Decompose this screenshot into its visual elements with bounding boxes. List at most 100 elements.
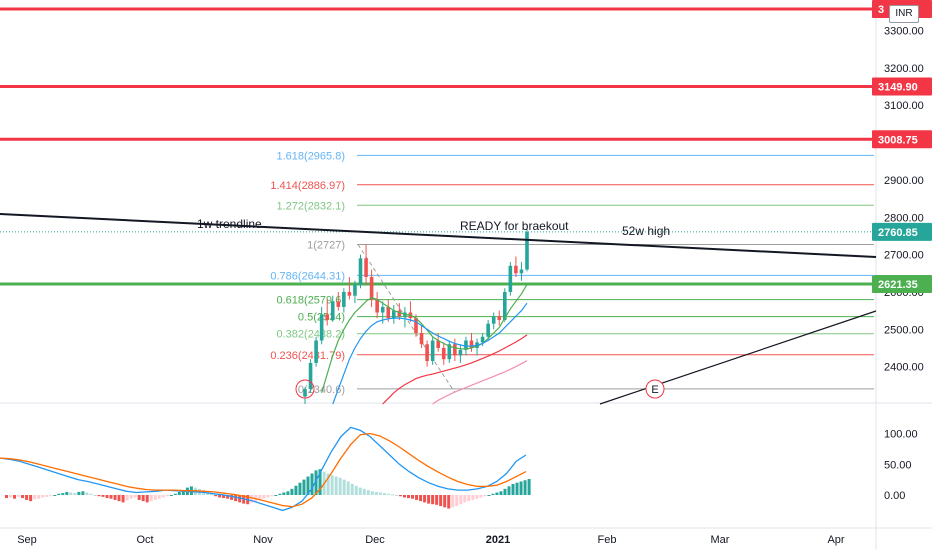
fib-level-label: 0.236(2431.79) [270,350,345,362]
macd-histogram-bar [402,495,406,498]
macd-histogram-bar [362,488,366,495]
currency-badge: INR [889,5,919,23]
candle-body [469,340,474,348]
price-tick-label: 3100.00 [884,100,924,112]
macd-histogram-bar [455,495,459,507]
last-price-tag [872,222,932,241]
macd-line [0,426,527,512]
macd-histogram-bar [443,495,447,508]
price-tick-label: 3200.00 [884,63,924,75]
candle-body [508,265,513,292]
macd-histogram-bar [435,495,439,505]
level-price-tag [872,130,932,149]
macd-histogram-bar [298,482,302,495]
macd-histogram-bar [459,495,463,505]
macd-histogram-bar [463,495,467,503]
macd-histogram-bar [97,495,101,497]
candle-body [342,291,346,307]
macd-histogram-bar [238,495,242,503]
macd-histogram-bar [141,495,145,502]
time-tick-label: Apr [827,534,844,546]
candle-body [519,269,524,274]
macd-histogram-bar [133,495,137,498]
macd-histogram-bar [342,479,346,495]
macd-histogram-bar [503,488,507,495]
macd-histogram-bar [77,491,81,495]
macd-histogram-bar [153,495,157,500]
rising-trendline [599,310,877,405]
macd-histogram-bar [274,495,278,496]
candle-body [325,314,329,320]
level-price-tag [872,274,932,293]
macd-histogram-bar [354,485,358,495]
candle-body [503,291,507,320]
macd-histogram-bar [117,495,121,502]
high-annotation: 52w high [622,224,670,238]
price-tick-label: 2400.00 [884,362,924,374]
moving-average-slow [382,334,528,405]
price-tick-label: 2800.00 [884,212,924,224]
macd-histogram-bar [218,495,222,498]
macd-histogram-bar [65,491,69,495]
macd-histogram-bar [81,491,85,495]
candle-body [480,336,485,343]
candle-body [358,258,363,285]
macd-histogram-bar [374,491,378,495]
macd-histogram-bar [109,495,113,499]
candle-body [464,340,468,350]
macd-histogram-bar [5,495,8,499]
macd-histogram-bar [121,495,125,503]
macd-histogram-bar [358,487,362,495]
macd-histogram-bar [73,493,77,495]
macd-histogram-bar [286,491,290,495]
candle-body [491,316,496,324]
macd-histogram-bar [129,495,133,499]
macd-histogram-bar [314,470,318,495]
macd-histogram-bar [149,495,153,502]
macd-histogram-bar [290,488,294,495]
candle-body [392,310,396,319]
fib-level-label: 1.618(2965.8) [277,150,346,162]
level-price-tag-label: 3149.90 [878,82,918,94]
macd-histogram-bar [370,491,374,495]
macd-histogram-bar [173,493,177,495]
signal-line [0,432,527,508]
price-tick-label: 2900.00 [884,175,924,187]
macd-histogram-bar [125,495,129,501]
macd-histogram-bar [226,495,230,499]
level-price-tag-label: 2621.35 [878,279,918,291]
fib-level-label: 0.618(2579.6) [277,295,346,307]
macd-histogram-bar [169,495,173,496]
macd-histogram-bar [145,495,149,503]
macd-histogram-bar [487,495,491,496]
time-tick-label: Dec [365,534,385,546]
macd-histogram-bar [451,495,455,508]
event-marker [645,379,665,399]
moving-average-mid [332,302,528,405]
macd-histogram-bar [483,495,487,497]
macd-histogram-bar [49,495,53,497]
macd-histogram-bar [25,495,29,500]
candle-body [486,323,490,337]
candle-body [375,299,379,313]
macd-histogram-bar [258,495,262,500]
macd-tick-label: 0.00 [884,490,905,502]
macd-histogram-bar [21,495,25,499]
event-marker-label: E [651,384,658,396]
macd-histogram-bar [386,493,390,495]
price-tick-label: 3300.00 [884,26,924,38]
macd-histogram-bar [33,495,37,500]
macd-histogram-bar [85,492,89,495]
candle-body [397,310,402,317]
macd-histogram-bar [57,493,61,495]
macd-histogram-bar [475,495,479,499]
candle-body [514,265,518,274]
candle-body [364,258,368,278]
candle-body [497,316,502,320]
macd-histogram-bar [9,495,13,498]
currency-label: INR [895,8,913,19]
fib-level-label: 1(2727) [307,240,345,252]
level-price-tag-label: 3008.75 [878,134,918,146]
